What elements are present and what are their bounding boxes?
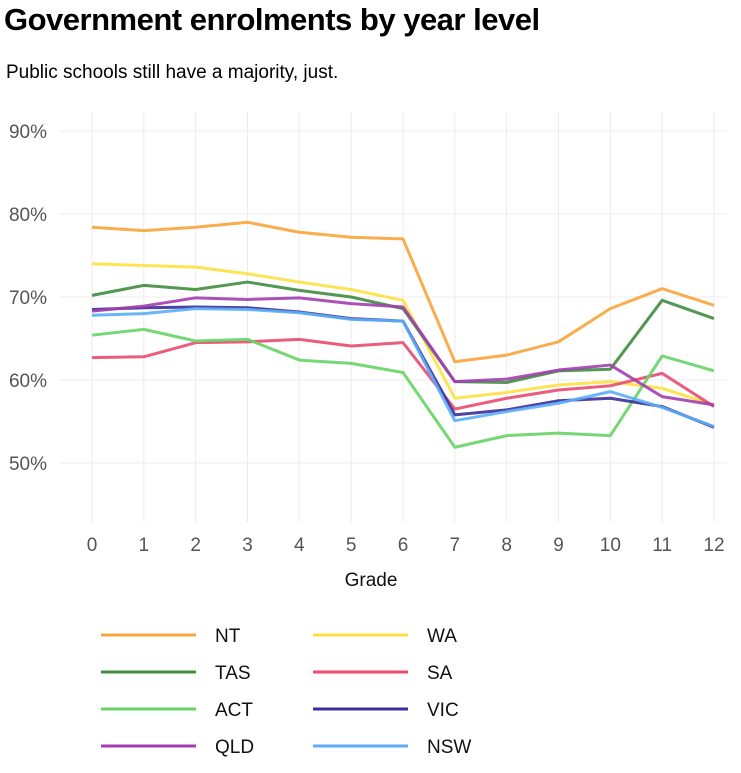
series-line-act bbox=[91, 327, 715, 449]
series-line-nt bbox=[91, 220, 715, 364]
x-tick-label: 3 bbox=[242, 535, 253, 556]
x-axis-label: Grade bbox=[345, 570, 398, 591]
legend-label: ACT bbox=[215, 700, 253, 721]
series-line-qld bbox=[91, 296, 715, 407]
y-axis-ticks: 50% 60% 70% 80% 90% bbox=[9, 122, 47, 475]
series-lines bbox=[91, 220, 715, 449]
y-tick-label: 60% bbox=[9, 371, 47, 392]
legend-label: NT bbox=[215, 626, 241, 647]
x-tick-label: 4 bbox=[294, 535, 305, 556]
series-line-nsw bbox=[91, 307, 715, 428]
x-tick-label: 12 bbox=[703, 535, 724, 556]
y-tick-label: 50% bbox=[9, 454, 47, 475]
series-line-sa bbox=[91, 337, 715, 411]
x-tick-label: 2 bbox=[190, 535, 201, 556]
legend-label: WA bbox=[427, 626, 457, 647]
legend-item-nsw: NSW bbox=[313, 737, 471, 758]
x-tick-label: 0 bbox=[87, 535, 98, 556]
y-tick-label: 90% bbox=[9, 122, 47, 143]
legend-item-sa: SA bbox=[313, 663, 453, 684]
legend-label: SA bbox=[427, 663, 453, 684]
legend-item-qld: QLD bbox=[101, 737, 254, 758]
x-tick-label: 9 bbox=[553, 535, 564, 556]
series-line-wa bbox=[91, 262, 715, 407]
legend-item-vic: VIC bbox=[313, 700, 459, 721]
y-tick-label: 80% bbox=[9, 205, 47, 226]
chart-title: Government enrolments by year level bbox=[4, 2, 540, 37]
legend-item-act: ACT bbox=[101, 700, 253, 721]
legend: NT TAS ACT QLD WA SA VIC NSW bbox=[101, 626, 471, 758]
gridlines bbox=[60, 112, 727, 522]
x-tick-label: 1 bbox=[139, 535, 150, 556]
x-tick-label: 7 bbox=[450, 535, 461, 556]
legend-item-wa: WA bbox=[313, 626, 457, 647]
x-tick-label: 11 bbox=[652, 535, 672, 556]
x-tick-label: 5 bbox=[346, 535, 357, 556]
legend-label: VIC bbox=[427, 700, 459, 721]
legend-label: NSW bbox=[427, 737, 471, 758]
legend-item-nt: NT bbox=[101, 626, 241, 647]
x-tick-label: 8 bbox=[501, 535, 512, 556]
legend-label: TAS bbox=[215, 663, 251, 684]
legend-item-tas: TAS bbox=[101, 663, 251, 684]
y-tick-label: 70% bbox=[9, 288, 47, 309]
x-tick-label: 10 bbox=[600, 535, 621, 556]
x-tick-label: 6 bbox=[398, 535, 409, 556]
legend-label: QLD bbox=[215, 737, 254, 758]
chart-subtitle: Public schools still have a majority, ju… bbox=[6, 62, 339, 83]
x-axis-ticks: 0 1 2 3 4 5 6 7 8 9 10 11 12 bbox=[87, 535, 725, 556]
